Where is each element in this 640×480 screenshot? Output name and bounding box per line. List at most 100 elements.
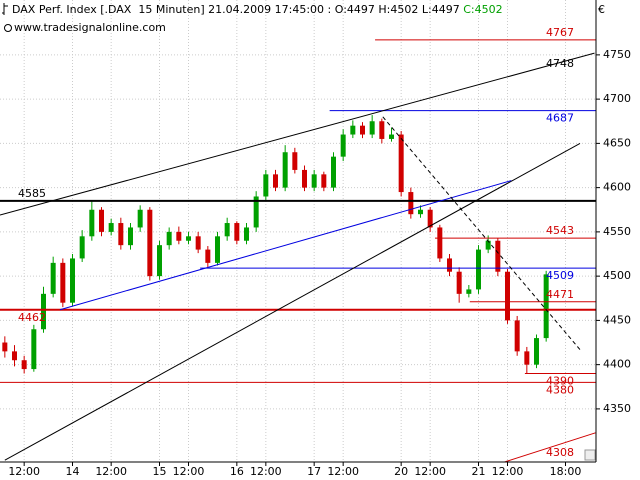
candle-body [224,223,230,237]
candle-body [147,209,153,277]
candle-body [166,231,172,246]
x-tick-label: 15 [153,465,167,478]
candle-body [234,223,240,241]
candle-body [157,245,162,277]
candle-body [398,134,404,193]
candle-body [437,227,443,259]
subtitle: www.tradesignalonline.com [14,21,166,34]
x-tick-label: 12:00 [327,465,359,478]
candle-body [108,223,114,232]
candle-body [50,262,56,294]
level-label: 4767 [546,26,574,39]
candle-body [360,125,365,135]
candle-body [99,209,104,232]
x-tick-label: 12:00 [95,465,127,478]
candle-body [60,262,66,303]
y-tick-label: 4600 [603,181,631,194]
x-tick-label: 16 [230,465,244,478]
level-label: 4390 [546,374,574,387]
candle-body [495,240,501,272]
candle-body [379,121,385,139]
y-tick-label: 4650 [603,136,631,149]
title-text: DAX Perf. Index [.DAX 15 Minuten] 21.04.… [12,3,463,16]
candle-body [321,174,327,188]
candle-body [476,249,481,290]
candle-body [215,236,220,263]
level-label: 4380 [546,383,574,396]
x-tick-label: 12:00 [8,465,40,478]
candle-body [456,271,462,294]
candle-body [524,351,530,365]
candle-body [466,289,472,294]
candle-body [292,152,298,170]
candle-body [350,125,356,135]
candle-body [79,236,85,259]
candle-body [369,121,375,135]
x-tick-label: 14 [66,465,80,478]
x-tick-label: 12:00 [250,465,282,478]
trend-label: 4748 [546,57,574,70]
level-label: 4462 [18,311,46,324]
y-tick-label: 4750 [603,48,631,61]
copyright-icon [4,24,12,32]
x-tick-label: 12:00 [414,465,446,478]
trend-line [0,52,595,216]
candle-body [514,320,520,352]
trend-line [382,116,581,350]
candle-body [186,236,191,241]
candle-body [31,329,37,370]
candle-body [340,134,346,157]
candle-body [543,274,549,339]
level-label: 4471 [546,288,574,301]
y-tick-label: 4450 [603,313,631,326]
level-label: 4585 [18,187,46,200]
candle-body [176,231,182,241]
chart-icon [2,3,8,15]
trend-line [59,180,512,311]
x-tick-label: 12:00 [173,465,205,478]
corner-button[interactable] [584,449,596,461]
candle-body [12,351,17,361]
candle-body [311,174,317,188]
candle-body [427,209,433,228]
trend-line [4,142,581,461]
y-tick-label: 4500 [603,269,631,282]
level-label: 4509 [546,269,574,282]
candle-body [331,156,336,188]
candle-body [70,258,75,303]
last-close: C:4502 [463,3,502,16]
level-label: 4543 [546,224,574,237]
currency: € [598,3,605,16]
candle-body [263,174,269,197]
chart-title: DAX Perf. Index [.DAX 15 Minuten] 21.04.… [12,3,503,16]
candle-body [273,174,278,188]
level-label: 4687 [546,112,574,125]
candle-body [89,209,95,237]
candle-body [485,240,491,250]
candle-body [21,360,27,370]
x-tick-label: 12:00 [492,465,524,478]
candle-body [118,223,124,246]
candle-body [244,227,249,241]
x-tick-label: 18:00 [550,465,582,478]
trend-line [504,432,596,462]
x-tick-label: 21 [472,465,486,478]
candle-body [505,271,510,321]
trend-label: 4308 [546,446,574,459]
x-tick-label: 20 [394,465,408,478]
candle-body [2,342,8,352]
candle-body [408,192,414,215]
y-tick-label: 4550 [603,225,631,238]
candle-body [195,236,201,250]
candle-body [137,209,143,228]
candle-body [128,227,133,246]
y-tick-label: 4350 [603,402,631,415]
candle-body [41,293,46,330]
candle-body [302,169,307,188]
x-tick-label: 17 [307,465,321,478]
candle-body [418,209,423,215]
candle-body [389,134,394,139]
candle-body [205,249,211,263]
